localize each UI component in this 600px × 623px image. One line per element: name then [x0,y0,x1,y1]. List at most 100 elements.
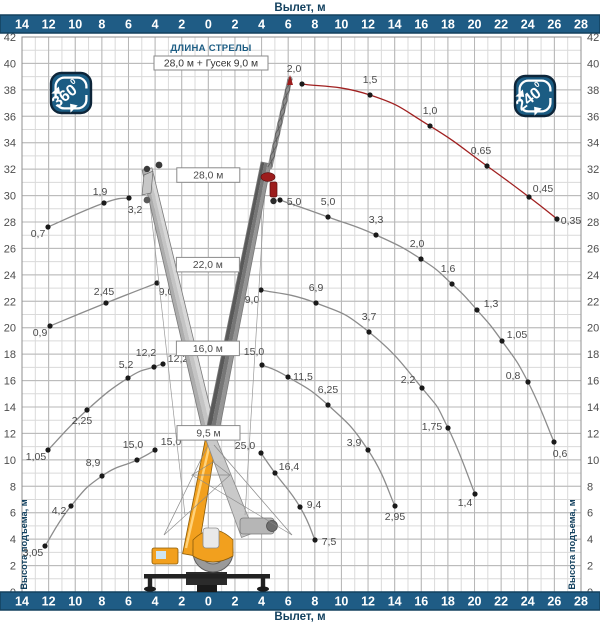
svg-text:6: 6 [10,508,16,520]
svg-text:32: 32 [587,164,599,176]
svg-text:1,75: 1,75 [422,421,443,433]
svg-text:6: 6 [285,18,292,32]
svg-text:26: 26 [587,243,599,255]
svg-text:20: 20 [468,595,482,609]
svg-text:38: 38 [587,85,599,97]
svg-text:1,05: 1,05 [26,451,47,463]
svg-text:1,5: 1,5 [363,74,378,86]
svg-text:34: 34 [587,138,599,150]
svg-text:38: 38 [4,85,16,97]
svg-text:6: 6 [125,18,132,32]
svg-text:24: 24 [521,595,535,609]
svg-text:10: 10 [334,18,348,32]
svg-text:28: 28 [587,217,599,229]
svg-text:0,8: 0,8 [506,370,521,382]
svg-text:10: 10 [587,455,599,467]
svg-text:0,6: 0,6 [553,448,568,460]
svg-text:3,7: 3,7 [362,311,377,323]
svg-text:0: 0 [205,595,212,609]
svg-text:1,9: 1,9 [93,186,108,198]
svg-text:14: 14 [388,595,402,609]
svg-text:5,0: 5,0 [287,196,302,208]
svg-text:0: 0 [205,18,212,32]
svg-text:25,0: 25,0 [235,440,256,452]
svg-text:42: 42 [587,32,599,44]
svg-text:10: 10 [68,18,82,32]
svg-text:1,4: 1,4 [458,497,473,509]
svg-text:2,45: 2,45 [94,286,115,298]
svg-text:ДЛИНА СТРЕЛЫ: ДЛИНА СТРЕЛЫ [170,43,251,54]
svg-text:40: 40 [587,58,599,70]
svg-text:Вылет, м: Вылет, м [274,611,325,623]
svg-text:22: 22 [494,18,508,32]
svg-text:1,0: 1,0 [423,105,438,117]
svg-text:8,9: 8,9 [86,457,101,469]
svg-text:10: 10 [334,595,348,609]
svg-text:12: 12 [42,18,56,32]
svg-text:16: 16 [414,595,428,609]
svg-text:2: 2 [231,18,238,32]
svg-text:8: 8 [311,18,318,32]
svg-text:18: 18 [441,595,455,609]
svg-text:Вылет, м: Вылет, м [274,2,325,14]
svg-text:28: 28 [574,595,588,609]
svg-text:6,25: 6,25 [318,384,339,396]
svg-text:8: 8 [10,481,16,493]
svg-text:4: 4 [10,534,16,546]
svg-text:2: 2 [10,561,16,573]
svg-text:1,05: 1,05 [507,329,528,341]
svg-text:9,0: 9,0 [245,294,260,306]
svg-text:28: 28 [4,217,16,229]
svg-text:2,2: 2,2 [401,374,416,386]
svg-text:0,65: 0,65 [471,145,492,157]
svg-text:32: 32 [4,164,16,176]
svg-text:28,0 м + Гусек 9,0 м: 28,0 м + Гусек 9,0 м [164,58,258,69]
svg-text:22: 22 [4,296,16,308]
svg-text:5,0: 5,0 [321,196,336,208]
svg-text:2,0: 2,0 [287,63,302,75]
svg-text:9,5 м: 9,5 м [196,429,220,440]
svg-text:18: 18 [587,349,599,361]
svg-text:8: 8 [587,481,593,493]
svg-text:3,9: 3,9 [347,437,362,449]
svg-text:28,0 м: 28,0 м [193,171,223,182]
svg-text:4: 4 [152,595,159,609]
svg-text:11,5: 11,5 [293,371,313,383]
svg-text:8: 8 [98,18,105,32]
svg-text:1,3: 1,3 [484,298,499,310]
svg-text:Высота подъема, м: Высота подъема, м [19,499,29,589]
svg-text:10: 10 [4,455,16,467]
svg-text:6: 6 [587,508,593,520]
svg-text:8: 8 [98,595,105,609]
svg-text:0,9: 0,9 [33,327,48,339]
svg-text:28: 28 [574,18,588,32]
svg-text:24: 24 [587,270,599,282]
svg-text:14: 14 [4,402,16,414]
svg-text:30: 30 [587,191,599,203]
svg-text:Высота подъема, м: Высота подъема, м [567,499,577,589]
svg-text:6: 6 [125,595,132,609]
svg-text:16: 16 [414,18,428,32]
svg-text:0,35: 0,35 [561,215,582,227]
svg-text:40: 40 [4,58,16,70]
svg-text:2,25: 2,25 [72,415,93,427]
svg-text:12: 12 [361,595,375,609]
svg-text:26: 26 [547,595,561,609]
svg-text:0,7: 0,7 [31,228,46,240]
svg-text:26: 26 [547,18,561,32]
svg-text:20: 20 [587,323,599,335]
svg-text:2,0: 2,0 [410,238,425,250]
svg-text:14: 14 [587,402,599,414]
svg-text:15,0: 15,0 [244,346,265,358]
svg-text:1,6: 1,6 [441,263,456,275]
svg-text:22: 22 [494,595,508,609]
svg-text:4: 4 [258,595,265,609]
svg-text:2,95: 2,95 [385,511,406,523]
svg-text:18: 18 [4,349,16,361]
svg-text:4: 4 [258,18,265,32]
svg-text:16: 16 [587,376,599,388]
svg-text:10: 10 [68,595,82,609]
svg-text:2: 2 [587,561,593,573]
svg-text:6: 6 [285,595,292,609]
svg-text:3,05: 3,05 [23,547,44,559]
